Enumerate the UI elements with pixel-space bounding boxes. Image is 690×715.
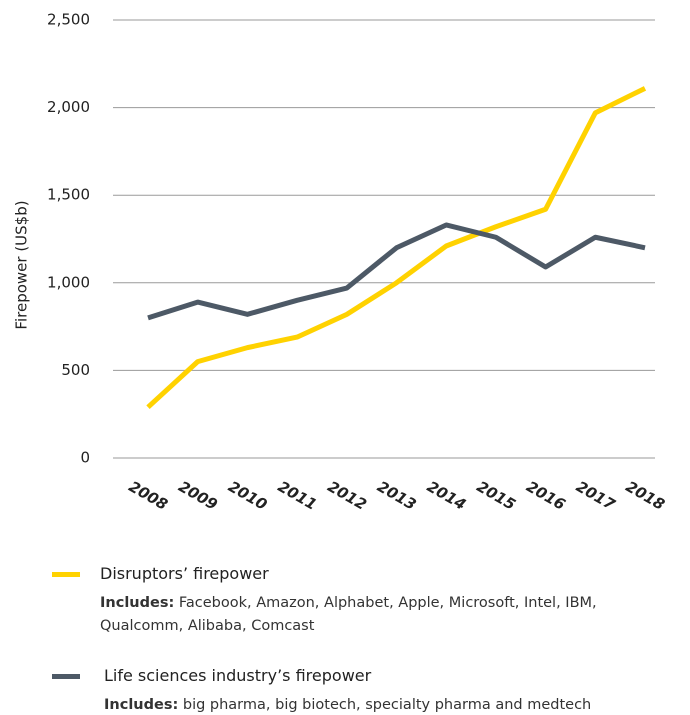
x-tick-label: 2008: [126, 477, 171, 513]
x-tick-label: 2017: [573, 477, 619, 514]
y-tick-label: 2,500: [47, 11, 90, 29]
x-tick-label: 2015: [474, 477, 519, 513]
x-tick-label: 2010: [225, 477, 270, 513]
legend-label: Disruptors’ firepower: [100, 564, 269, 583]
y-tick-label: 500: [61, 361, 90, 379]
x-tick-label: 2011: [275, 477, 320, 513]
y-tick-label: 2,000: [47, 98, 90, 116]
legend-note: Includes: Facebook, Amazon, Alphabet, Ap…: [100, 592, 680, 638]
legend-label: Life sciences industry’s firepower: [104, 666, 372, 685]
series-line: [147, 222, 646, 321]
note-text: Facebook, Amazon, Alphabet, Apple, Micro…: [100, 595, 597, 634]
x-tick-label: 2009: [175, 477, 220, 513]
legend-note: Includes: big pharma, big biotech, speci…: [104, 694, 684, 715]
note-label: Includes:: [100, 595, 175, 611]
series-line: [146, 86, 647, 410]
y-axis-label: Firepower (US$b): [13, 200, 31, 329]
note-label: Includes:: [104, 697, 179, 713]
x-tick-label: 2012: [324, 477, 369, 513]
x-tick-label: 2013: [374, 477, 419, 513]
y-tick-label: 1,000: [47, 273, 90, 291]
x-tick-label: 2014: [424, 477, 469, 513]
x-tick-label: 2016: [523, 477, 568, 513]
y-tick-label: 1,500: [47, 186, 90, 204]
chart: Firepower (US$b) 0 500 1,000 1,500 2,000 2,50…: [13, 11, 668, 515]
note-text: big pharma, big biotech, specialty pharm…: [182, 697, 592, 713]
legend-swatch: [52, 674, 80, 679]
x-tick-label: 2018: [623, 477, 668, 513]
legend-swatch: [52, 572, 80, 577]
y-tick-label: 0: [80, 449, 90, 467]
